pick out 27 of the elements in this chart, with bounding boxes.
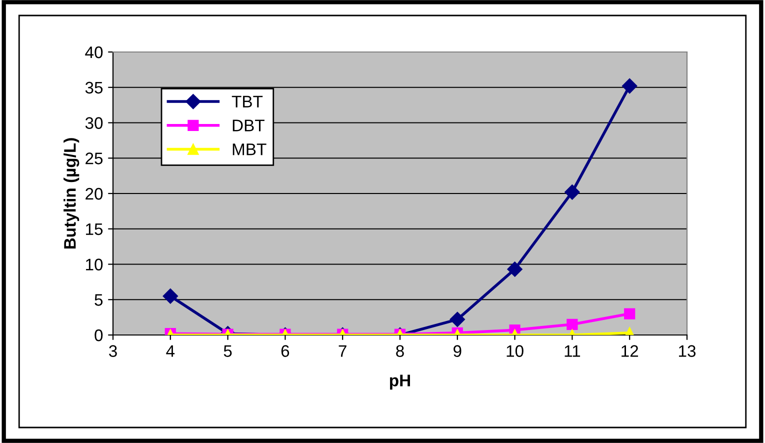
legend-label: MBT (232, 144, 266, 156)
y-tick-label: 15 (86, 223, 103, 236)
legend-label: DBT (232, 120, 264, 132)
legend-label: TBT (232, 96, 263, 108)
y-axis-title: Butyltin (µg/L) (64, 138, 80, 249)
y-tick-label: 40 (85, 46, 103, 58)
y-tick-label: 0 (94, 329, 103, 342)
x-tick-label: 5 (224, 345, 232, 357)
y-tick-label: 5 (94, 294, 103, 306)
x-tick-label: 11 (564, 345, 580, 357)
x-tick-label: 10 (506, 345, 524, 357)
y-tick-label: 20 (86, 188, 103, 200)
point (564, 184, 580, 200)
y-tick-label: 35 (85, 82, 103, 94)
x-axis-title: pH (390, 374, 410, 390)
y-tick-label: 30 (85, 117, 103, 129)
y-tick-label: 10 (86, 258, 103, 270)
x-tick-label: 3 (109, 345, 117, 357)
x-tick-label: 6 (281, 345, 290, 357)
x-tick-label: 8 (396, 345, 404, 357)
x-tick-label: 7 (338, 345, 346, 357)
x-tick-label: 9 (454, 345, 462, 357)
x-tick-label: 13 (679, 345, 696, 357)
y-tick-label: 25 (86, 152, 103, 164)
x-tick-label: 4 (166, 345, 175, 357)
point (507, 262, 522, 277)
x-tick-label: 12 (622, 345, 638, 357)
